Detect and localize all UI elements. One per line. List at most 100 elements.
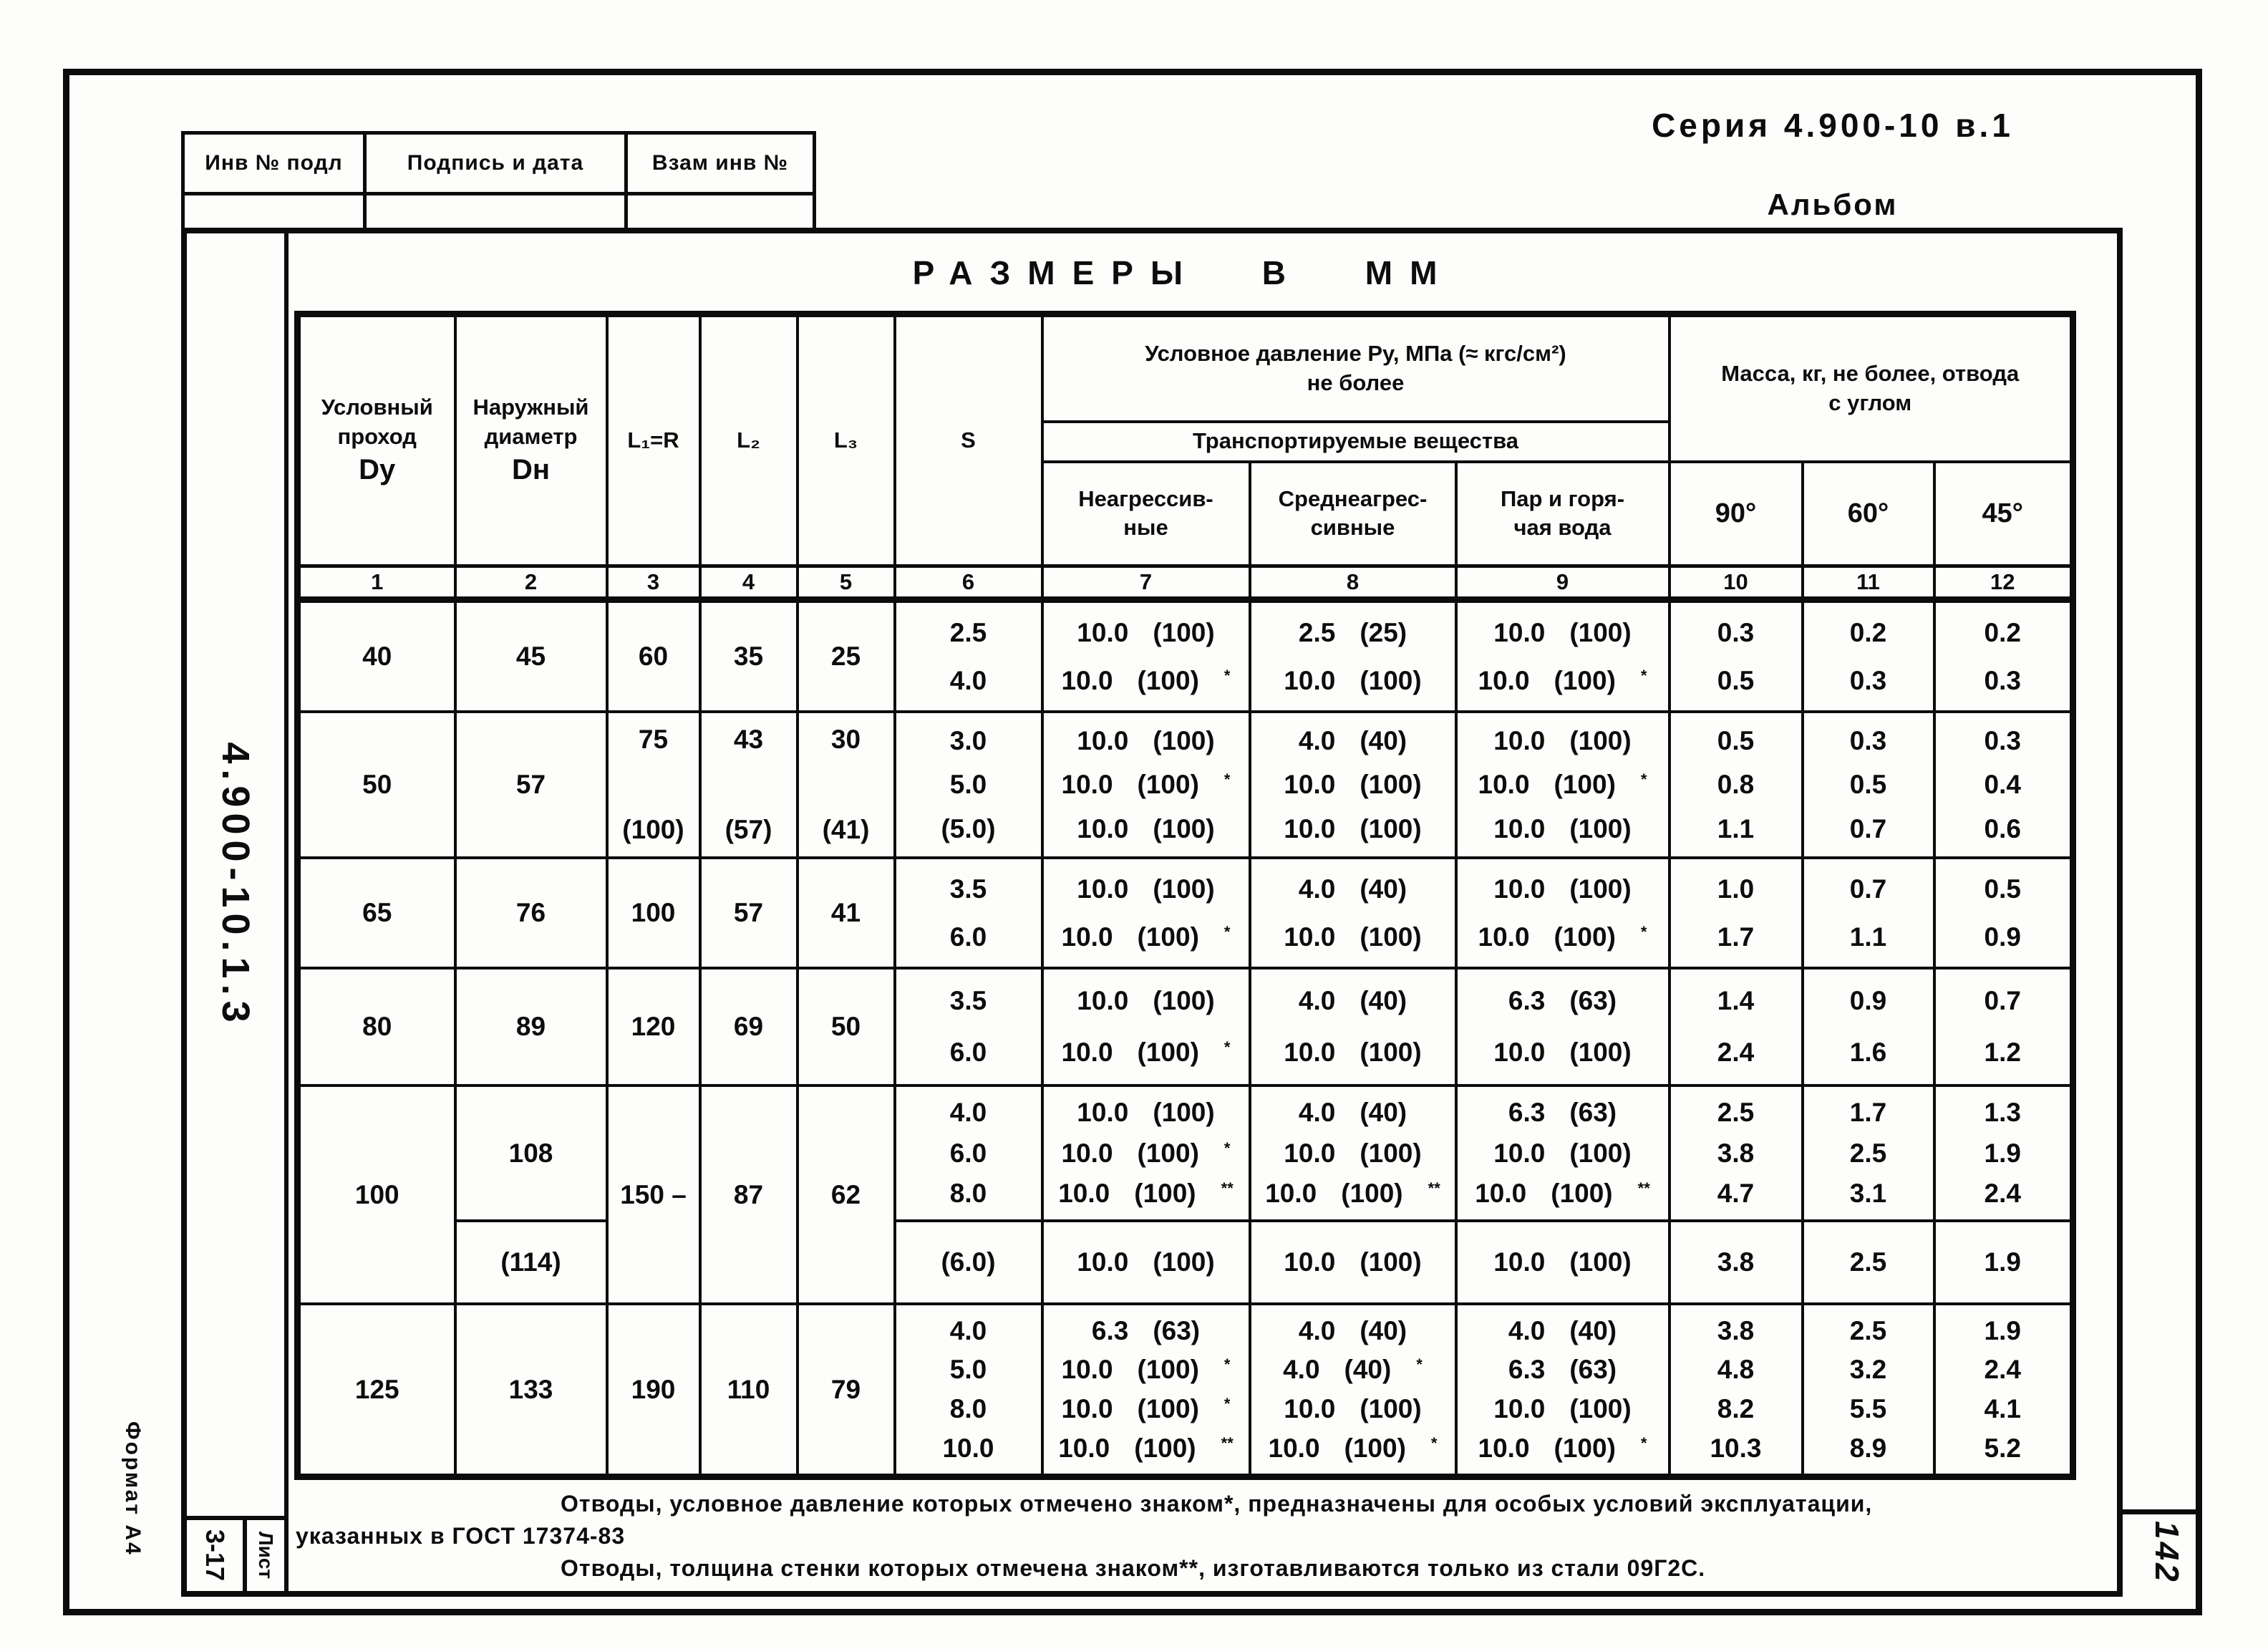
cell-line: 6.3 (63) bbox=[1091, 1315, 1201, 1345]
cell-line: 0.3 bbox=[1849, 725, 1887, 755]
cell-line: 10.0 (100) ** bbox=[1475, 1179, 1650, 1209]
cell-line: 10.0 (100) bbox=[1284, 813, 1422, 843]
cell-line: 1.9 bbox=[1984, 1315, 2021, 1345]
cell-line: (41) bbox=[822, 815, 870, 845]
header-mass-group: Масса, кг, не более, отвода с углом bbox=[1667, 312, 2075, 463]
cell-line: 0.2 bbox=[1984, 617, 2021, 647]
sheet-number-block: 3-17 Лист bbox=[187, 1516, 284, 1591]
cell-line: 125 bbox=[354, 1374, 399, 1404]
cell-line: 6.0 bbox=[949, 1138, 987, 1168]
column-number: 6 bbox=[893, 564, 1044, 604]
cell-line: 4.1 bbox=[1984, 1394, 2021, 1424]
cell-line: 0.5 bbox=[1984, 874, 2021, 904]
cell-s: 4.0 6.0 8.0 bbox=[893, 1084, 1044, 1223]
header-dy-symbol: Dу bbox=[359, 453, 396, 485]
cell-line: 5.0 bbox=[949, 1355, 987, 1385]
header-dy-label: Условный проход bbox=[321, 395, 433, 449]
cell-line: 1.7 bbox=[1717, 922, 1755, 952]
cell-line: 100 bbox=[354, 1179, 399, 1209]
cell-line: 5.0 bbox=[949, 770, 987, 800]
cell-line: 4.8 bbox=[1717, 1355, 1755, 1385]
cell-line: 0.7 bbox=[1984, 986, 2021, 1016]
cell-line: (5.0) bbox=[941, 813, 996, 843]
cell-line: 3.2 bbox=[1849, 1355, 1887, 1385]
cell-line: 2.5 bbox=[1717, 1098, 1755, 1128]
cell-steam-hot-water: 4.0 (40) 6.3 (63) 10.0 (100) 10.0 (100) * bbox=[1454, 1302, 1671, 1479]
cell-line: 10.0 (100) * bbox=[1478, 1433, 1647, 1463]
cell-dy: 50 bbox=[296, 710, 457, 860]
cell-line: 3.0 bbox=[949, 725, 987, 755]
cell-mass-60: 1.7 2.5 3.1 bbox=[1801, 1084, 1936, 1223]
cell-line: 10.0 (100) bbox=[1284, 1247, 1422, 1277]
cell-line: 3.5 bbox=[949, 874, 987, 904]
cell-line: 6.0 bbox=[949, 1038, 987, 1068]
album-label: Альбом bbox=[1767, 188, 1899, 221]
cell-non-aggressive: 10.0 (100) bbox=[1040, 1219, 1251, 1306]
cell-l1: 100 bbox=[605, 856, 702, 970]
table-title: Размеры в мм bbox=[912, 254, 1455, 291]
cell-line: 10.0 (100) * bbox=[1061, 922, 1231, 952]
cell-line: 10.0 (100) bbox=[1493, 1247, 1632, 1277]
cell-mass-45: 0.5 0.9 bbox=[1932, 856, 2075, 970]
cell-line: 1.3 bbox=[1984, 1098, 2021, 1128]
cell-s: 3.5 6.0 bbox=[893, 856, 1044, 970]
cell-non-aggressive: 6.3 (63) 10.0 (100) * 10.0 (100) * 10.0 (100) ** bbox=[1040, 1302, 1251, 1479]
table-row: (114) (6.0) 10.0 (100) 10.0 (100) 10.0 (100) 3.8… bbox=[298, 1219, 2075, 1306]
cell-line: 4.0 (40) bbox=[1298, 1098, 1407, 1128]
cell-line: 1.0 bbox=[1717, 874, 1755, 904]
cell-steam-hot-water: 10.0 (100) bbox=[1454, 1219, 1671, 1306]
cell-line: 10.0 (100) bbox=[1077, 1098, 1215, 1128]
cell-line: 1.1 bbox=[1717, 813, 1755, 843]
cell-line: (6.0) bbox=[941, 1247, 996, 1277]
cell-non-aggressive: 10.0 (100) 10.0 (100) * bbox=[1040, 967, 1251, 1088]
cell-line: 1.4 bbox=[1717, 986, 1755, 1016]
cell-dy: 65 bbox=[296, 856, 457, 970]
cell-mass-90: 3.8 4.8 8.2 10.3 bbox=[1667, 1302, 1804, 1479]
cell-line: 6.3 (63) bbox=[1508, 986, 1617, 1016]
cell-dn: 89 bbox=[453, 967, 609, 1088]
column-number: 7 bbox=[1040, 564, 1251, 604]
cell-line: 100 bbox=[631, 898, 676, 928]
cell-line: 4.0 bbox=[949, 665, 987, 695]
cell-line: 80 bbox=[362, 1012, 392, 1042]
header-l3: L₃ bbox=[795, 312, 896, 568]
cell-mass-45: 0.2 0.3 bbox=[1932, 598, 2075, 714]
cell-line: 1.6 bbox=[1849, 1038, 1887, 1068]
cell-l3: 25 bbox=[795, 598, 896, 714]
cell-mass-45: 0.3 0.4 0.6 bbox=[1932, 710, 2075, 860]
cell-line: 60 bbox=[638, 642, 669, 672]
cell-medium-aggressive: 4.0 (40) 10.0 (100) 10.0 (100) ** bbox=[1248, 1084, 1458, 1223]
cell-line: 4.0 (40) bbox=[1298, 1315, 1407, 1345]
cell-l2: 69 bbox=[698, 967, 799, 1088]
cell-line: 0.3 bbox=[1849, 665, 1887, 695]
header-dy: Условный проход Dу bbox=[296, 312, 457, 568]
cell-line: 10.0 (100) bbox=[1493, 1394, 1632, 1424]
cell-mass-90: 1.0 1.7 bbox=[1667, 856, 1804, 970]
cell-line: 10.0 (100) bbox=[1284, 1394, 1422, 1424]
cell-line: 0.5 bbox=[1717, 725, 1755, 755]
cell-dn: 45 bbox=[453, 598, 609, 714]
cell-line: 10.0 (100) bbox=[1493, 725, 1632, 755]
cell-medium-aggressive: 4.0 (40) 10.0 (100) 10.0 (100) bbox=[1248, 710, 1458, 860]
title-block-strip: Инв № подл Подпись и дата Взам инв № bbox=[181, 131, 816, 236]
cell-l1: 60 bbox=[605, 598, 702, 714]
header-angle-90: 90° bbox=[1667, 460, 1804, 568]
cell-line: 4.0 bbox=[949, 1098, 987, 1128]
cell-line: 10.0 (100) bbox=[1077, 874, 1215, 904]
cell-line: (114) bbox=[500, 1247, 561, 1277]
cell-medium-aggressive: 4.0 (40) 10.0 (100) bbox=[1248, 856, 1458, 970]
cell-line: 10.0 (100) bbox=[1077, 617, 1215, 647]
cell-line: 30 bbox=[830, 725, 861, 755]
cell-non-aggressive: 10.0 (100) 10.0 (100) * 10.0 (100) ** bbox=[1040, 1084, 1251, 1223]
cell-mass-60: 0.7 1.1 bbox=[1801, 856, 1936, 970]
cell-line: 10.0 (100) * bbox=[1061, 1394, 1231, 1424]
header-pressure-group: Условное давление Ру, МПа (≈ кгс/см²) не… bbox=[1040, 312, 1671, 423]
cell-line: 0.7 bbox=[1849, 874, 1887, 904]
cell-line: 10.0 (100) bbox=[1493, 1038, 1632, 1068]
cell-line: 0.5 bbox=[1717, 665, 1755, 695]
header-steam-hot-water: Пар и горя- чая вода bbox=[1454, 460, 1671, 568]
cell-line: 0.3 bbox=[1984, 665, 2021, 695]
header-medium-aggressive: Среднеагрес- сивные bbox=[1248, 460, 1458, 568]
cell-line: 40 bbox=[362, 642, 392, 672]
cell-mass-60: 2.5 bbox=[1801, 1219, 1936, 1306]
